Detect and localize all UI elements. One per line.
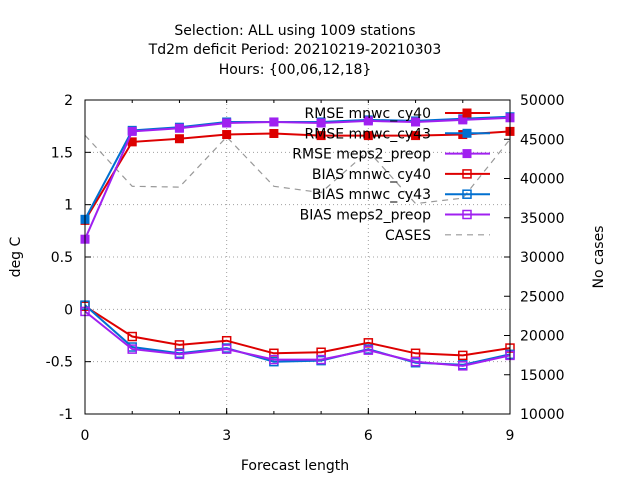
legend-label: CASES bbox=[385, 228, 431, 244]
x-tick-label: 0 bbox=[81, 428, 90, 444]
legend-marker bbox=[462, 108, 472, 118]
x-axis-label: Forecast length bbox=[241, 458, 349, 474]
tick-labels: -1 -0.5 0 0.5 1 1.5 2 10000 15000 20000 25000 30000… bbox=[46, 93, 565, 444]
series-bias-mnwc-cy40 bbox=[80, 301, 515, 361]
legend-entry: RMSE meps2_preop bbox=[292, 147, 490, 163]
y2-tick-label: 45000 bbox=[520, 132, 565, 148]
y-axis-label: deg C bbox=[8, 236, 24, 277]
y2-tick-label: 10000 bbox=[520, 407, 565, 423]
y2-tick-label: 40000 bbox=[520, 172, 565, 188]
legend-label: BIAS mnwc_cy40 bbox=[312, 167, 431, 183]
y-tick-label: 1.5 bbox=[51, 145, 73, 161]
legend: RMSE mnwc_cy40 RMSE mnwc_cy43 RMSE meps2_p… bbox=[292, 106, 490, 244]
data-point bbox=[127, 331, 137, 342]
y2-tick-label: 20000 bbox=[520, 329, 565, 345]
data-point bbox=[222, 130, 232, 140]
data-point bbox=[458, 350, 468, 361]
y-tick-label: -1 bbox=[59, 407, 73, 423]
legend-entry: BIAS mnwc_cy40 bbox=[312, 167, 490, 183]
data-point bbox=[316, 118, 326, 128]
legend-entry: BIAS meps2_preop bbox=[300, 208, 490, 224]
data-point bbox=[127, 344, 137, 354]
series-rmse-mnwc-cy43 bbox=[80, 112, 515, 224]
legend-entry: RMSE mnwc_cy43 bbox=[305, 126, 490, 142]
legend-label: RMSE meps2_preop bbox=[292, 147, 431, 163]
y2-tick-label: 35000 bbox=[520, 211, 565, 227]
series-line bbox=[84, 116, 511, 240]
series-line bbox=[84, 130, 511, 221]
plot-frame bbox=[84, 99, 511, 415]
series-rmse-mnwc-cy40 bbox=[80, 126, 515, 225]
data-point bbox=[174, 123, 184, 133]
data-point bbox=[411, 131, 421, 141]
data-point bbox=[363, 116, 373, 126]
data-point bbox=[458, 361, 468, 371]
series-line bbox=[84, 305, 511, 357]
series-line bbox=[84, 310, 511, 367]
legend-marker bbox=[462, 209, 472, 220]
data-point bbox=[410, 356, 421, 367]
series-line bbox=[84, 304, 511, 366]
legend-label: BIAS mnwc_cy43 bbox=[312, 187, 431, 203]
data-point bbox=[411, 117, 421, 127]
x-tick-label: 9 bbox=[506, 428, 515, 444]
series-line bbox=[84, 134, 511, 205]
data-point bbox=[174, 349, 185, 360]
data-point bbox=[269, 354, 279, 365]
legend-label: BIAS meps2_preop bbox=[300, 208, 432, 224]
chart-title-line-3: Hours: {00,06,12,18} bbox=[219, 62, 372, 78]
legend-marker bbox=[462, 128, 472, 138]
y2-axis-label: No cases bbox=[591, 226, 607, 289]
x-tick-label: 3 bbox=[222, 428, 231, 444]
data-point bbox=[174, 134, 184, 144]
data-point bbox=[127, 126, 137, 136]
data-point bbox=[363, 345, 374, 355]
legend-marker bbox=[462, 149, 472, 159]
y2-tick-label: 50000 bbox=[520, 93, 565, 109]
legend-marker bbox=[462, 189, 472, 199]
legend-entry: RMSE mnwc_cy40 bbox=[305, 106, 490, 122]
chart-title-line-2: Td2m deficit Period: 20210219-20210303 bbox=[148, 42, 442, 58]
y-tick-label: 1 bbox=[64, 198, 73, 214]
legend-entry: CASES bbox=[385, 228, 490, 244]
legend-marker bbox=[462, 169, 472, 179]
y-tick-label: -0.5 bbox=[46, 355, 73, 371]
x-tick-label: 6 bbox=[364, 428, 373, 444]
series-cases bbox=[84, 134, 511, 205]
y-tick-label: 2 bbox=[64, 93, 73, 109]
data-point bbox=[221, 344, 232, 354]
data-point bbox=[222, 118, 232, 128]
legend-entry: BIAS mnwc_cy43 bbox=[312, 187, 490, 203]
series-line bbox=[84, 115, 511, 220]
data-point bbox=[316, 131, 326, 141]
legend-label: RMSE mnwc_cy43 bbox=[305, 126, 431, 142]
y2-tick-label: 30000 bbox=[520, 250, 565, 266]
data-point bbox=[363, 131, 373, 141]
legend-label: RMSE mnwc_cy40 bbox=[305, 106, 431, 122]
data-point bbox=[269, 128, 279, 138]
y2-tick-label: 25000 bbox=[520, 289, 565, 305]
chart-title-line-1: Selection: ALL using 1009 stations bbox=[174, 23, 415, 39]
y-tick-label: 0.5 bbox=[51, 250, 73, 266]
data-point bbox=[316, 354, 326, 365]
y-tick-label: 0 bbox=[64, 302, 73, 318]
y2-tick-label: 15000 bbox=[520, 368, 565, 384]
data-point bbox=[269, 117, 279, 127]
